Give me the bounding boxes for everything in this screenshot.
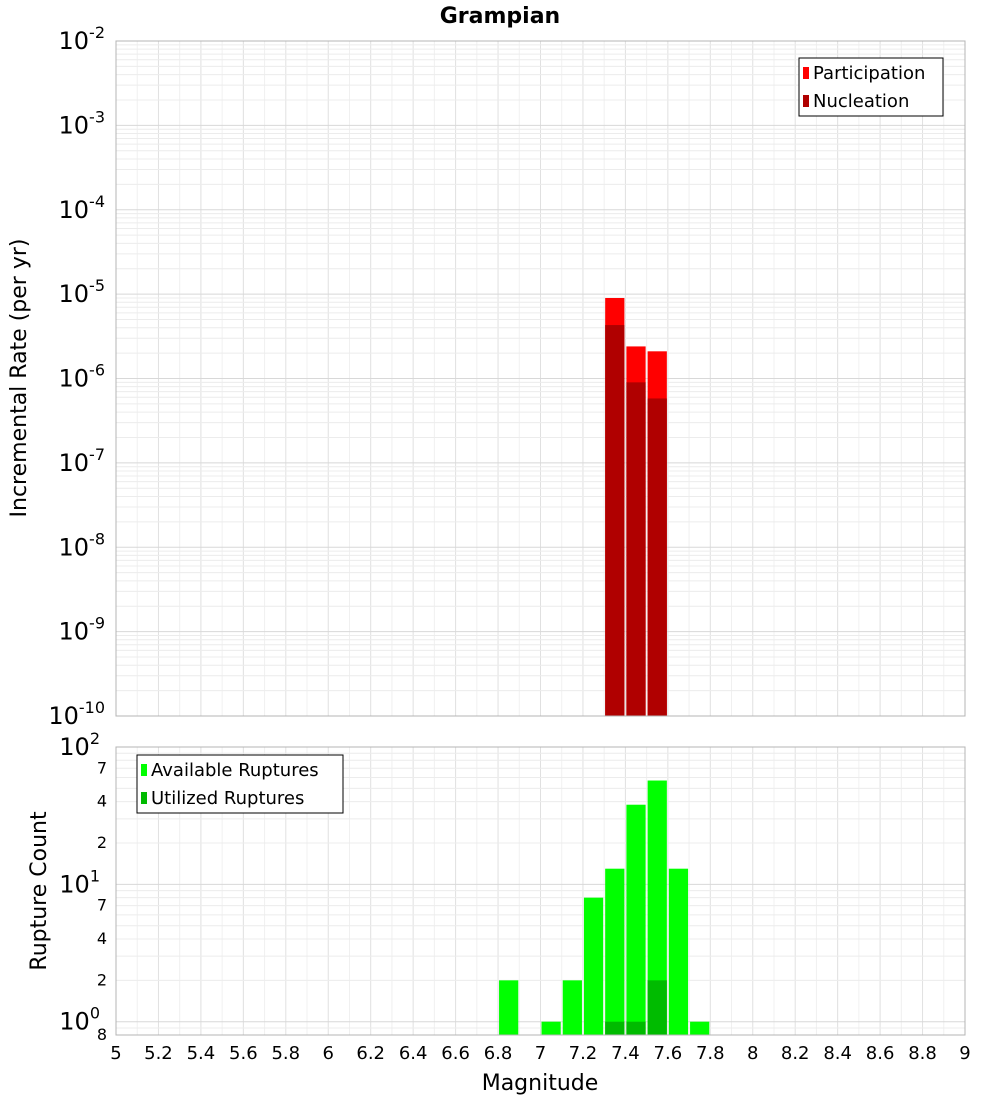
- y-tick-label-minor: 4: [97, 929, 107, 948]
- y-tick-label-minor: 8: [97, 1025, 107, 1044]
- top-legend: Participation Nucleation: [798, 57, 944, 117]
- bottom-series-utilized-ruptures: [605, 980, 667, 1035]
- bar-nucleation: [647, 398, 667, 716]
- bar-available-ruptures: [541, 1021, 561, 1035]
- top-y-axis-ticks: 10-2 10-3 10-4 10-5 10-6 10-7 10-8 10-9 10-10: [48, 23, 105, 730]
- bar-available-ruptures: [690, 1021, 710, 1035]
- y-tick-label: 10-8: [59, 529, 106, 561]
- x-tick-label: 8.8: [908, 1043, 937, 1064]
- top-plot-grid: [115, 40, 966, 717]
- x-tick-label: 7: [535, 1043, 546, 1064]
- x-tick-label: 6.4: [399, 1043, 428, 1064]
- legend-swatch: [141, 792, 147, 804]
- x-tick-label: 6: [323, 1043, 334, 1064]
- y-tick-label-minor: 2: [97, 833, 107, 852]
- x-tick-label: 5: [110, 1043, 121, 1064]
- bar-utilized-ruptures: [626, 1021, 646, 1035]
- legend-label: Available Ruptures: [151, 760, 319, 781]
- x-tick-label: 5.8: [271, 1043, 300, 1064]
- y-tick-label: 10-2: [59, 23, 106, 55]
- bottom-legend: Available Ruptures Utilized Ruptures: [136, 754, 344, 814]
- y-tick-label-minor: 7: [97, 896, 107, 915]
- x-tick-label: 7.6: [654, 1043, 683, 1064]
- x-tick-label: 6.8: [484, 1043, 513, 1064]
- y-tick-label: 10-3: [59, 107, 106, 139]
- chart-title: Grampian: [440, 4, 560, 29]
- bar-available-ruptures: [583, 897, 604, 1035]
- legend-label: Utilized Ruptures: [151, 788, 304, 809]
- bar-available-ruptures: [647, 780, 667, 1035]
- y-tick-label-minor: 2: [97, 970, 107, 989]
- x-tick-label: 8.6: [866, 1043, 895, 1064]
- top-y-axis-label: Incremental Rate (per yr): [7, 239, 32, 518]
- x-tick-label: 8.2: [781, 1043, 810, 1064]
- legend-swatch: [803, 67, 809, 79]
- x-tick-label: 5.6: [229, 1043, 258, 1064]
- bottom-legend-box: [136, 754, 344, 814]
- x-tick-label: 6.2: [356, 1043, 385, 1064]
- legend-swatch: [141, 764, 147, 776]
- y-tick-label-major: 101: [59, 866, 100, 898]
- bar-available-ruptures: [626, 804, 646, 1035]
- x-axis-ticks: 5 5.2 5.4 5.6 5.8 6 6.2 6.4 6.6 6.8 7 7.2 7.4 7.6 7.8 8…: [110, 1043, 970, 1064]
- y-tick-label-major: 100: [59, 1004, 100, 1036]
- y-tick-label-minor: 4: [97, 792, 107, 811]
- bottom-series-available-ruptures: [499, 780, 710, 1035]
- y-tick-label: 10-4: [59, 192, 106, 224]
- y-tick-label: 10-7: [59, 445, 106, 477]
- x-tick-label: 5.4: [187, 1043, 216, 1064]
- bar-available-ruptures: [605, 868, 625, 1035]
- bar-available-ruptures: [562, 980, 582, 1035]
- top-series-nucleation: [605, 325, 667, 716]
- bar-available-ruptures: [499, 980, 519, 1035]
- y-tick-label-minor: 7: [97, 758, 107, 777]
- x-tick-label: 7.2: [569, 1043, 598, 1064]
- y-tick-label: 10-9: [59, 614, 106, 646]
- y-tick-label: 10-5: [59, 276, 106, 308]
- x-tick-label: 6.6: [441, 1043, 470, 1064]
- bar-available-ruptures: [668, 868, 689, 1035]
- legend-swatch: [803, 95, 809, 107]
- bar-nucleation: [626, 382, 646, 716]
- bar-utilized-ruptures: [605, 1021, 625, 1035]
- bottom-y-axis-label: Rupture Count: [27, 811, 52, 971]
- x-axis-label: Magnitude: [482, 1071, 599, 1096]
- x-tick-label: 8: [747, 1043, 758, 1064]
- x-tick-label: 8.4: [823, 1043, 852, 1064]
- top-plot-border: [115, 40, 966, 717]
- bar-utilized-ruptures: [647, 980, 667, 1035]
- x-tick-label: 7.4: [611, 1043, 640, 1064]
- top-legend-box: [798, 57, 944, 117]
- x-tick-label: 7.8: [696, 1043, 725, 1064]
- y-tick-label: 10-10: [48, 698, 105, 730]
- legend-label: Nucleation: [813, 91, 909, 112]
- y-tick-label-major: 102: [59, 729, 100, 761]
- y-tick-label: 10-6: [59, 361, 106, 393]
- x-tick-label: 9: [959, 1043, 970, 1064]
- bar-nucleation: [605, 325, 625, 716]
- bottom-y-axis-ticks: 102 101 100 7 4 2 7 4 2 8: [59, 729, 107, 1044]
- bottom-plot-border: [115, 746, 966, 1036]
- legend-label: Participation: [813, 63, 925, 84]
- x-tick-label: 5.2: [144, 1043, 173, 1064]
